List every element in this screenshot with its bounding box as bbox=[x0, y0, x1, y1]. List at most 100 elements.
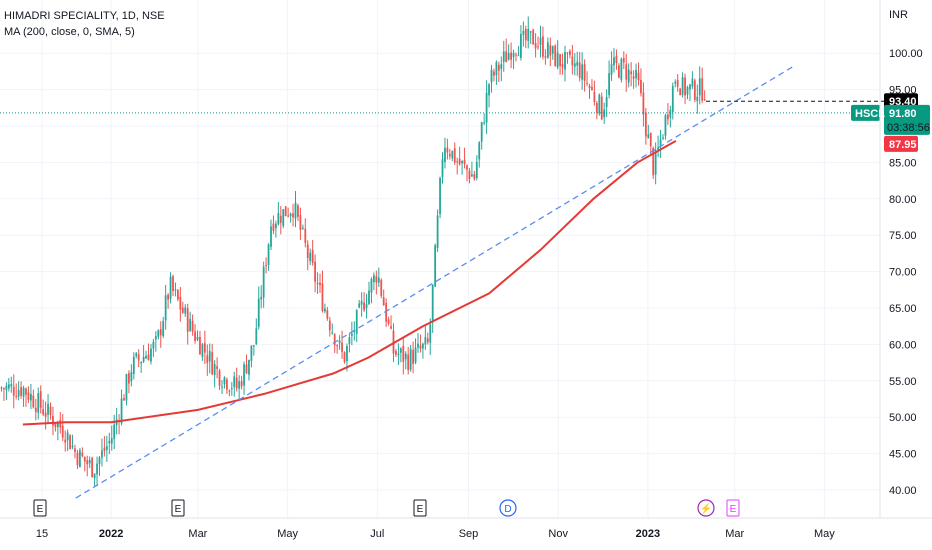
candle-body bbox=[125, 374, 128, 401]
candle-body bbox=[439, 177, 441, 215]
candle-body bbox=[473, 174, 476, 179]
candle-body bbox=[647, 134, 650, 139]
candle-body bbox=[154, 336, 157, 340]
candle-body bbox=[556, 52, 559, 68]
candle-body bbox=[424, 336, 427, 345]
candle-body bbox=[456, 161, 459, 163]
candle-body bbox=[42, 409, 45, 415]
event-label: D bbox=[504, 504, 511, 515]
symbol-title: HIMADRI SPECIALITY, 1D, NSE bbox=[4, 10, 165, 22]
candle-body bbox=[642, 92, 645, 115]
symbol-tag-bg bbox=[851, 104, 880, 121]
candle-body bbox=[159, 329, 162, 336]
candle-body bbox=[110, 438, 113, 444]
candle-body bbox=[282, 209, 285, 226]
candle-body bbox=[654, 150, 657, 175]
candle-body bbox=[101, 450, 103, 458]
event-label: E bbox=[175, 504, 182, 515]
candle-body bbox=[466, 165, 468, 170]
candle-body bbox=[294, 202, 297, 219]
candle-body bbox=[145, 355, 147, 359]
candle-body bbox=[566, 52, 569, 54]
candle-body bbox=[105, 446, 108, 450]
candle-body bbox=[17, 389, 20, 397]
candle-body bbox=[657, 147, 659, 151]
candle-body bbox=[348, 337, 351, 344]
candle-body bbox=[123, 398, 125, 401]
candle-body bbox=[360, 300, 363, 305]
candle-body bbox=[441, 159, 444, 178]
candle-body bbox=[414, 347, 417, 363]
candle-body bbox=[517, 55, 520, 57]
candle-body bbox=[505, 51, 508, 63]
candle-body bbox=[12, 386, 15, 396]
price-tag-bg bbox=[884, 104, 930, 135]
event-markers: E E E D ⚡ E bbox=[33, 499, 740, 517]
candle-body bbox=[689, 84, 691, 90]
moving-average-line bbox=[22, 140, 677, 426]
candle-body bbox=[167, 294, 169, 300]
candle-body bbox=[468, 170, 471, 179]
candle-body bbox=[208, 350, 211, 362]
candle-body bbox=[458, 158, 461, 165]
candle-body bbox=[306, 244, 309, 259]
candle-body bbox=[287, 215, 290, 217]
candle-body bbox=[235, 377, 238, 389]
candle-body bbox=[387, 319, 390, 324]
candle-body bbox=[74, 448, 76, 452]
candle-body bbox=[380, 279, 383, 296]
candle-body bbox=[635, 69, 637, 79]
candle-body bbox=[86, 460, 89, 465]
candle-body bbox=[71, 445, 74, 448]
candle-body bbox=[199, 336, 201, 355]
candle-body bbox=[299, 215, 302, 230]
candle-body bbox=[527, 28, 530, 41]
time-tick-label: Sep bbox=[459, 528, 479, 540]
candle-body bbox=[515, 54, 517, 56]
candle-body bbox=[44, 412, 47, 417]
candle-body bbox=[588, 85, 591, 89]
candle-body bbox=[140, 361, 143, 364]
candle-body bbox=[500, 63, 503, 69]
candle-body bbox=[321, 283, 324, 312]
candle-body bbox=[417, 343, 419, 348]
grid-lines bbox=[0, 0, 880, 518]
candle-body bbox=[453, 148, 456, 163]
candle-body bbox=[539, 37, 542, 45]
candle-body bbox=[434, 245, 437, 287]
candle-body bbox=[228, 390, 231, 392]
candle-body bbox=[120, 398, 123, 424]
candle-body bbox=[507, 53, 510, 60]
candle-body bbox=[66, 432, 69, 441]
candle-body bbox=[605, 97, 608, 107]
candle-body bbox=[336, 345, 339, 347]
candle-body bbox=[309, 252, 312, 262]
candle-body bbox=[238, 381, 241, 389]
price-tag-bg bbox=[884, 135, 918, 152]
candle-body bbox=[532, 29, 535, 45]
candle-body bbox=[194, 331, 196, 341]
candle-body bbox=[243, 364, 245, 386]
candle-body bbox=[613, 57, 615, 66]
candle-body bbox=[382, 297, 385, 306]
candle-body bbox=[529, 31, 532, 33]
candle-body bbox=[358, 303, 361, 308]
candle-body bbox=[395, 351, 397, 355]
candle-body bbox=[79, 450, 81, 468]
candle-body bbox=[216, 366, 218, 370]
candle-body bbox=[162, 321, 165, 337]
event-label: E bbox=[37, 504, 44, 515]
last-price-tag: 91.80 bbox=[889, 108, 917, 120]
candle-body bbox=[279, 215, 282, 223]
candle-body bbox=[488, 84, 490, 96]
candle-body bbox=[3, 388, 5, 390]
candle-body bbox=[586, 82, 588, 84]
candle-body bbox=[681, 77, 684, 95]
candle-body bbox=[59, 419, 62, 428]
candle-body bbox=[478, 142, 481, 160]
candle-body bbox=[664, 115, 667, 136]
candle-body bbox=[304, 228, 307, 243]
candle-body bbox=[412, 349, 414, 364]
